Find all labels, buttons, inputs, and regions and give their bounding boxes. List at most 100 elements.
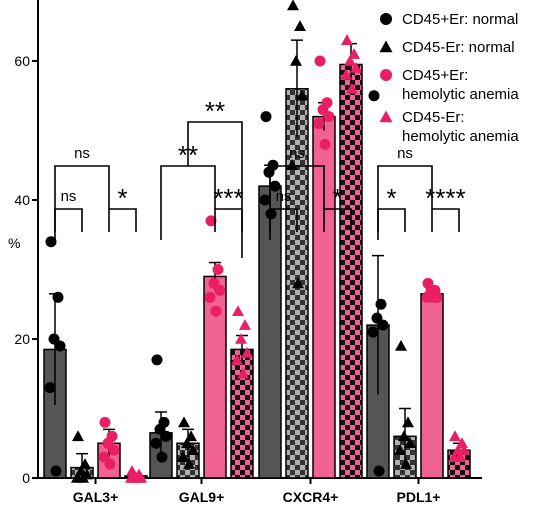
data-point	[44, 382, 56, 394]
data-point	[373, 465, 385, 477]
y-axis-label: %	[8, 235, 20, 251]
significance-bracket	[269, 165, 325, 240]
data-point	[50, 465, 62, 477]
significance-bracket	[323, 208, 352, 232]
significance-label: ns	[74, 145, 90, 162]
y-tick-label: 20	[14, 331, 30, 347]
data-point	[131, 472, 143, 483]
significance-bracket	[54, 165, 110, 240]
data-point	[241, 346, 253, 358]
legend: CD45+Er: normal CD45-Er: normal CD45+Er: he…	[379, 11, 519, 145]
data-point	[260, 111, 272, 123]
data-point	[177, 451, 189, 462]
data-point	[314, 55, 326, 67]
data-point	[341, 34, 353, 45]
legend-label: CD45+Er:	[402, 67, 468, 84]
data-point	[104, 458, 116, 470]
data-point	[160, 430, 172, 442]
data-point	[404, 437, 416, 449]
data-point	[454, 451, 466, 462]
y-tick-label: 60	[14, 53, 30, 69]
data-point	[231, 353, 243, 365]
data-point	[75, 465, 87, 476]
significance-label: ns	[276, 188, 292, 205]
data-point	[239, 319, 251, 330]
legend-label: hemolytic anemia	[402, 86, 519, 103]
data-point	[449, 430, 461, 442]
data-point	[214, 284, 226, 296]
data-point	[99, 416, 111, 428]
significance-label: ns	[61, 188, 77, 205]
data-point	[458, 444, 470, 455]
data-point	[427, 291, 439, 303]
data-point	[212, 264, 224, 275]
significance-bracket	[160, 165, 216, 240]
data-point	[319, 138, 331, 150]
significance-label: **	[205, 96, 225, 126]
data-point	[394, 444, 406, 455]
data-point	[45, 236, 57, 248]
data-point	[232, 305, 244, 316]
legend-marker	[380, 69, 392, 81]
y-axis: 0 20 40 60	[14, 0, 39, 486]
data-point	[287, 0, 299, 11]
significance-bracket	[431, 208, 460, 232]
data-point	[235, 333, 247, 344]
x-tick-label: CXCR4+	[283, 489, 339, 505]
data-point	[375, 298, 387, 310]
legend-marker	[379, 40, 393, 53]
error-bars	[49, 39, 465, 478]
data-point	[402, 416, 414, 428]
legend-label: CD45-Er:	[402, 109, 465, 126]
x-axis: GAL3+ GAL9+ CXCR4+ PDL1+	[38, 477, 482, 505]
data-point	[313, 118, 325, 130]
bars	[43, 63, 471, 479]
data-point	[150, 437, 162, 449]
significance-label: ***	[213, 183, 243, 213]
data-point	[346, 82, 358, 94]
data-point	[181, 437, 193, 449]
significance-label: ****	[425, 183, 465, 213]
data-point	[259, 194, 271, 206]
data-point	[368, 90, 380, 102]
significance-bracket	[377, 165, 433, 240]
x-tick-label: GAL9+	[179, 489, 225, 505]
data-point	[395, 339, 407, 351]
significance-label: *	[117, 183, 127, 213]
data-point	[263, 166, 275, 178]
data-point	[204, 291, 216, 303]
data-point	[108, 444, 120, 456]
y-tick-label: 0	[22, 470, 30, 486]
legend-label: CD45+Er: normal	[402, 11, 518, 28]
data-point	[210, 305, 222, 317]
legend-label: hemolytic anemia	[402, 128, 519, 145]
legend-marker	[379, 110, 393, 123]
data-point	[286, 159, 298, 171]
significance-bracket	[269, 208, 298, 232]
data-point	[237, 367, 249, 379]
legend-label: CD45-Er: normal	[402, 39, 515, 56]
data-point	[377, 319, 389, 331]
data-point	[367, 326, 379, 338]
data-point	[183, 458, 195, 469]
bar	[420, 293, 444, 479]
significance-label: **	[178, 140, 198, 170]
data-point	[54, 340, 66, 352]
data-point	[348, 48, 360, 59]
data-point	[269, 180, 281, 192]
data-point	[296, 89, 308, 101]
bar	[230, 348, 254, 479]
data-point	[398, 430, 410, 442]
data-point	[77, 472, 89, 483]
data-point	[294, 20, 306, 32]
data-point	[178, 416, 190, 428]
data-point	[340, 68, 352, 80]
significance-bracket	[54, 208, 83, 232]
bar	[339, 63, 363, 479]
data-point	[187, 444, 199, 455]
significance-label: *	[386, 183, 396, 213]
y-tick-label: 40	[14, 192, 30, 208]
significance-label: ns	[397, 145, 413, 162]
